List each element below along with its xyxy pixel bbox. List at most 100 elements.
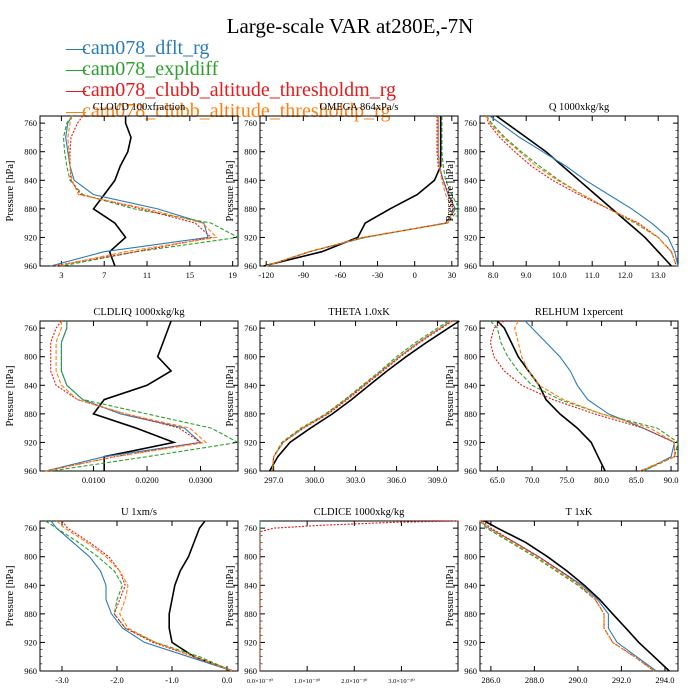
x-tick-label: -2.0 — [110, 675, 123, 685]
panel-theta: THETA 1.0xK Pressure [hPa] 760 800 840 880 920… — [225, 307, 460, 485]
series-line-obs — [263, 116, 442, 267]
x-tick-label: 303.0 — [346, 475, 365, 485]
y-axis-label: Pressure [hPa] — [225, 366, 236, 427]
panel-title: CLOUD 100xfraction — [93, 102, 186, 113]
series-line-obs — [168, 520, 233, 672]
x-tick-label: 309.0 — [428, 475, 447, 485]
plot-frame — [259, 320, 459, 472]
series-line-cam078_clubb_altitude_thresholdm_rg — [52, 115, 213, 267]
y-axis-label: Pressure [hPa] — [445, 366, 456, 427]
x-tick-label: -60 — [335, 270, 346, 280]
y-tick-label: 760 — [464, 118, 477, 128]
series-line-cam078_dflt_rg — [50, 520, 233, 672]
y-tick-label: 800 — [464, 552, 477, 562]
x-tick-label: 11 — [143, 270, 151, 280]
y-tick-label: 920 — [244, 232, 257, 242]
panel-cldliq: CLDLIQ 1000xkg/kg Pressure [hPa] 760 800 840… — [5, 307, 240, 485]
legend-item-expldiff: —cam078_expldiff — [66, 59, 396, 80]
x-tick-label: -90 — [298, 270, 309, 280]
series-line-cam078_expldiff — [490, 320, 679, 472]
x-tick-label: -1.0 — [165, 675, 178, 685]
y-tick-label: 760 — [24, 118, 37, 128]
x-tick-label: 294.0 — [655, 675, 674, 685]
legend-line-icon: — — [66, 37, 86, 59]
y-tick-label: 920 — [464, 637, 477, 647]
y-tick-label: 960 — [464, 666, 477, 676]
x-tick-label: 290.0 — [568, 675, 587, 685]
y-tick-label: 840 — [464, 380, 477, 390]
x-tick-label: 11.0 — [585, 270, 600, 280]
y-tick-label: 800 — [464, 147, 477, 157]
y-tick-label: 880 — [464, 204, 477, 214]
x-tick-label: -120 — [258, 270, 274, 280]
plot-frame — [479, 520, 679, 672]
y-tick-label: 800 — [244, 552, 257, 562]
y-axis-label: Pressure [hPa] — [5, 566, 16, 627]
series-line-cam078_dflt_rg — [50, 115, 209, 267]
y-tick-label: 800 — [24, 147, 37, 157]
y-tick-label: 880 — [24, 204, 37, 214]
y-tick-label: 840 — [24, 580, 37, 590]
legend-label: cam078_clubb_altitude_thresholdm_rg — [82, 79, 397, 101]
x-tick-label: 19 — [228, 270, 237, 280]
y-tick-label: 960 — [24, 466, 37, 476]
y-tick-label: 840 — [24, 380, 37, 390]
x-tick-label: 2.0×10⁻³⁰ — [341, 678, 368, 685]
series-line-cam078_clubb_altitude_thresholdm_rg — [481, 520, 655, 672]
y-tick-label: 960 — [464, 261, 477, 271]
series-line-obs — [268, 320, 460, 472]
x-tick-label: 297.0 — [264, 475, 283, 485]
series-line-cam078_clubb_altitude_thresholdm_rg — [489, 320, 676, 472]
series-line-cam078_clubb_altitude_thresholdm_rg — [45, 320, 202, 472]
y-tick-label: 880 — [24, 609, 37, 619]
panel-cldice: CLDICE 1000xkg/kg Pressure [hPa] 760 800 840… — [225, 507, 459, 685]
y-tick-label: 760 — [24, 523, 37, 533]
series-line-cam078_clubb_altitude_thresholdm_rg — [266, 116, 455, 267]
series-line-cam078_dflt_rg — [489, 115, 679, 267]
x-tick-label: 286.0 — [481, 675, 500, 685]
series-line-cam078_clubb_altitude_thresholdp_rg — [514, 320, 676, 472]
panel-u: U 1xm/s Pressure [hPa] 760 800 840 880 920 960 -… — [5, 507, 239, 685]
x-tick-label: 0.0100 — [82, 475, 105, 485]
plot-frame — [259, 520, 459, 672]
x-tick-label: 0 — [413, 270, 417, 280]
x-tick-label: 292.0 — [612, 675, 631, 685]
y-tick-label: 760 — [244, 523, 257, 533]
x-tick-label: 0.0200 — [135, 475, 158, 485]
y-axis-label: Pressure [hPa] — [445, 566, 456, 627]
series-line-cam078_expldiff — [266, 116, 460, 267]
series-line-cam078_clubb_altitude_thresholdp_rg — [486, 115, 677, 267]
y-tick-label: 960 — [244, 261, 257, 271]
x-tick-label: 8.0 — [488, 270, 499, 280]
x-tick-label: 7 — [102, 270, 106, 280]
y-tick-label: 880 — [464, 409, 477, 419]
y-tick-label: 920 — [24, 232, 37, 242]
chart-title: Large-scale VAR at280E,-7N — [226, 14, 474, 38]
panel-title: THETA 1.0xK — [328, 307, 390, 318]
series-line-cam078_dflt_rg — [479, 520, 657, 672]
y-tick-label: 840 — [244, 380, 257, 390]
panel-t: T 1xK Pressure [hPa] 760 800 840 880 920 960 286… — [445, 507, 679, 685]
x-tick-label: 65.0 — [490, 475, 505, 485]
y-tick-label: 960 — [24, 666, 37, 676]
x-tick-label: 9.0 — [521, 270, 532, 280]
y-tick-label: 760 — [464, 523, 477, 533]
y-tick-label: 760 — [244, 118, 257, 128]
series-line-cam078_clubb_altitude_thresholdm_rg — [259, 520, 459, 671]
x-tick-label: 0.0300 — [189, 475, 212, 485]
series-line-cam078_dflt_rg — [45, 321, 202, 472]
series-line-cam078_clubb_altitude_thresholdp_rg — [479, 520, 655, 672]
panel-q: Q 1000xkg/kg Pressure [hPa] 760 800 840 880 92… — [445, 102, 679, 280]
panel-title: OMEGA 864xPa/s — [319, 102, 398, 113]
y-tick-label: 920 — [24, 637, 37, 647]
y-axis-label: Pressure [hPa] — [225, 161, 236, 222]
y-tick-label: 920 — [244, 437, 257, 447]
y-tick-label: 920 — [244, 637, 257, 647]
legend-label: cam078_dflt_rg — [82, 37, 210, 59]
x-tick-label: -30 — [372, 270, 383, 280]
y-tick-label: 920 — [464, 232, 477, 242]
x-tick-label: 288.0 — [525, 675, 544, 685]
series-line-cam078_clubb_altitude_thresholdp_rg — [56, 520, 233, 672]
y-tick-label: 760 — [464, 323, 477, 333]
y-tick-label: 840 — [464, 580, 477, 590]
